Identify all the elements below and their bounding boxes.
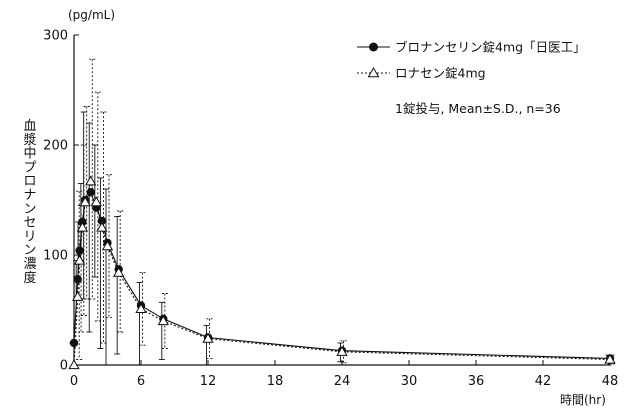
x-tick-label: 12 (200, 374, 217, 389)
series-line (73, 191, 611, 359)
y-axis-label-char: ロ (23, 174, 36, 189)
x-tick-label: 0 (70, 374, 78, 389)
legend-label: ロナセン錠4mg (395, 66, 486, 81)
series-2 (68, 58, 616, 370)
data-point (68, 359, 80, 370)
series-layer (68, 58, 616, 370)
data-point (73, 254, 86, 265)
annotation-text: 1錠投与, Mean±S.D., n=36 (395, 101, 561, 116)
y-axis-label-char: 濃 (23, 257, 36, 272)
y-axis-label-char: 血 (23, 119, 36, 134)
legend-label: ブロナンセリン錠4mg「日医工」 (395, 40, 586, 55)
data-point (90, 196, 102, 207)
x-tick-label: 36 (468, 374, 485, 389)
x-tick-label: 42 (535, 374, 552, 389)
y-axis-label-char: 度 (23, 270, 36, 286)
y-axis-label-char: プ (23, 160, 36, 175)
y-axis-label-char: リ (23, 229, 36, 244)
data-point (96, 221, 108, 232)
series-line (73, 179, 611, 366)
x-tick-label: 18 (267, 374, 284, 389)
data-point (76, 221, 89, 232)
series-1 (69, 111, 615, 366)
x-tick-label: 48 (602, 374, 619, 389)
data-point (69, 338, 79, 348)
data-point (75, 246, 84, 255)
y-tick-label: 200 (43, 139, 68, 154)
data-point (202, 332, 214, 343)
legend-marker (369, 42, 378, 52)
y-axis-label-char: ン (23, 243, 36, 258)
y-axis-label-char: セ (23, 216, 36, 231)
y-unit-label: (pg/mL) (68, 8, 115, 22)
data-point (157, 315, 169, 326)
data-point (97, 216, 107, 226)
legend: ブロナンセリン錠4mg「日医工」ロナセン錠4mg (357, 40, 586, 81)
data-point (73, 275, 82, 284)
y-tick-label: 100 (43, 249, 68, 264)
x-axis-label: 時間(hr) (560, 393, 606, 407)
data-point (135, 303, 147, 313)
axes: 0 100 200 300 0 6 12 18 24 30 36 42 48 (43, 29, 618, 390)
data-point (79, 196, 91, 207)
y-tick-label: 0 (60, 359, 68, 374)
y-axis-label-char: 漿 (23, 133, 36, 148)
data-point (604, 353, 616, 364)
x-tick-label: 30 (401, 374, 418, 389)
legend-marker (367, 66, 380, 78)
data-point (85, 175, 97, 186)
y-axis-label-char: ナ (23, 188, 36, 203)
y-axis-label-char: ン (23, 202, 36, 217)
data-point (72, 290, 84, 301)
data-point (336, 345, 348, 356)
y-axis-label-char: 中 (23, 147, 36, 162)
x-tick-label: 24 (334, 374, 351, 389)
data-point (113, 266, 125, 277)
x-tick-label: 6 (137, 374, 145, 389)
data-point (101, 240, 114, 251)
y-tick-label: 300 (43, 29, 68, 44)
